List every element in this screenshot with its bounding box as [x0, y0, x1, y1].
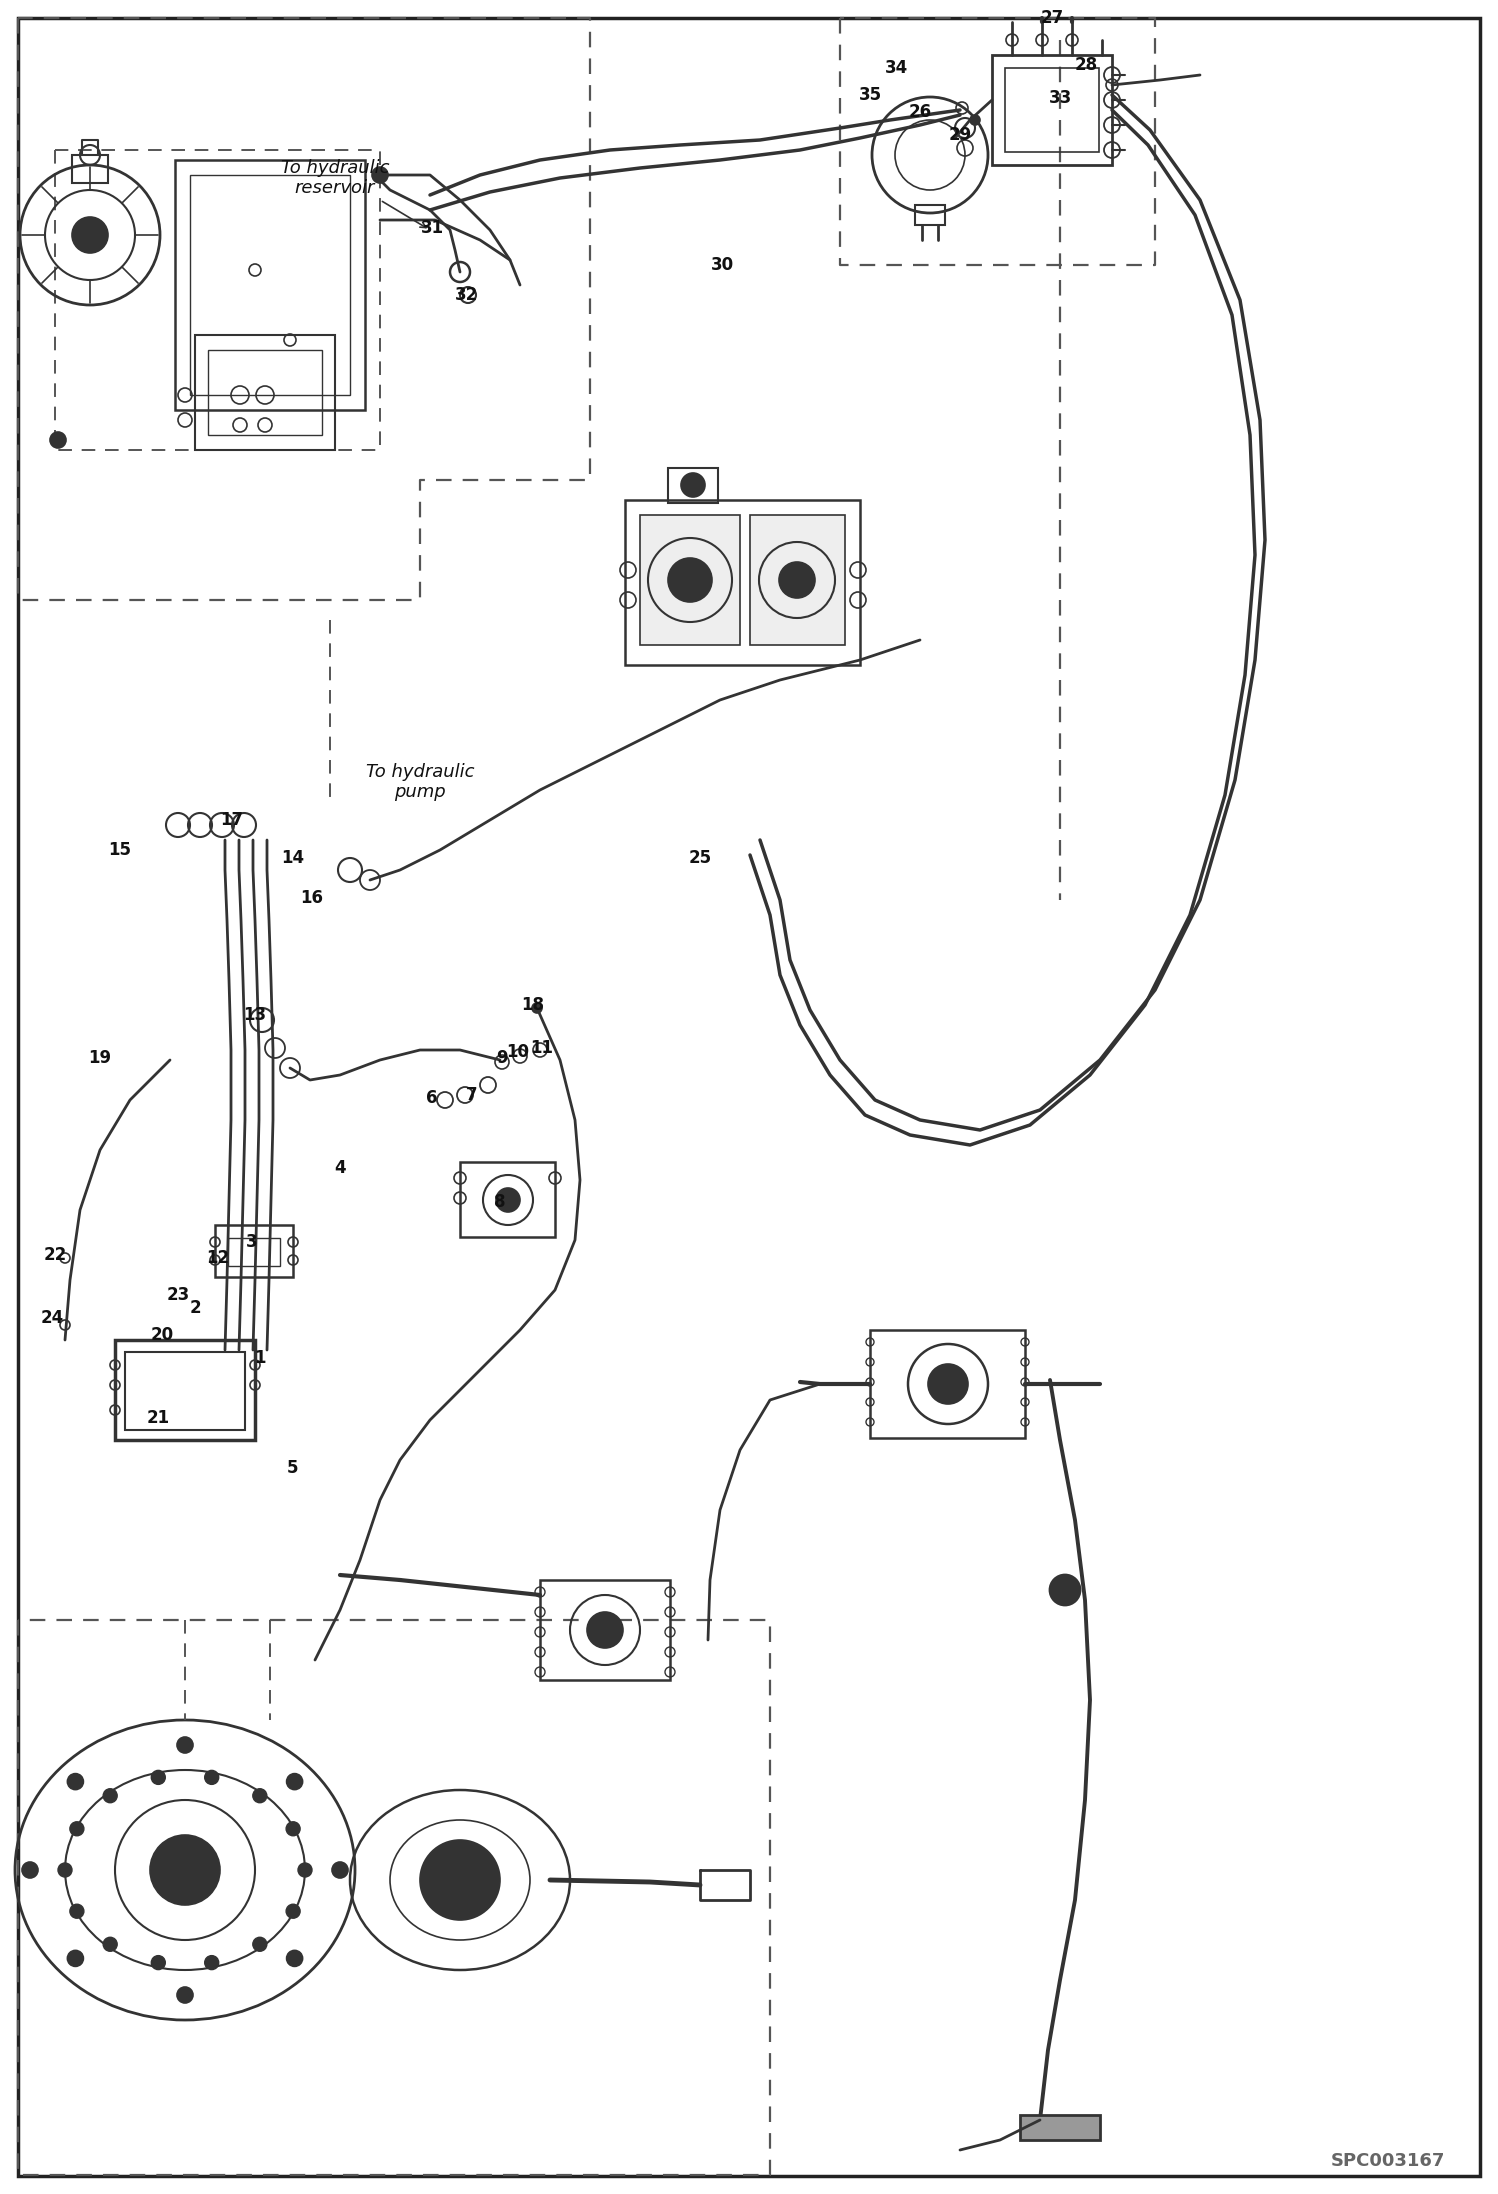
Bar [208, 351, 322, 434]
Circle shape [286, 1950, 303, 1966]
Bar [216, 1224, 294, 1277]
Bar [625, 500, 860, 665]
Circle shape [372, 167, 388, 182]
Text: 32: 32 [454, 285, 478, 305]
Circle shape [298, 1863, 312, 1878]
Circle shape [668, 557, 712, 601]
Text: 22: 22 [43, 1246, 66, 1264]
Bar [539, 1580, 670, 1681]
Circle shape [1050, 1575, 1080, 1606]
Text: 7: 7 [466, 1086, 478, 1104]
Text: 19: 19 [88, 1049, 111, 1066]
Circle shape [49, 432, 66, 448]
Text: To hydraulic
reservoir: To hydraulic reservoir [280, 158, 389, 197]
Bar [915, 204, 945, 226]
Text: 11: 11 [530, 1040, 553, 1058]
Circle shape [419, 1841, 500, 1920]
Bar [1020, 2115, 1100, 2139]
Circle shape [177, 1738, 193, 1753]
Circle shape [70, 1821, 84, 1836]
Circle shape [286, 1773, 303, 1790]
Circle shape [150, 1834, 220, 1904]
Bar [72, 156, 108, 182]
Text: 12: 12 [207, 1248, 229, 1266]
Text: 14: 14 [282, 849, 304, 867]
Text: 10: 10 [506, 1042, 529, 1062]
Circle shape [532, 1003, 542, 1014]
Circle shape [22, 1863, 37, 1878]
Text: 13: 13 [244, 1007, 267, 1025]
Circle shape [72, 217, 108, 252]
Text: 25: 25 [689, 849, 712, 867]
Text: 6: 6 [427, 1088, 437, 1108]
Text: 30: 30 [710, 257, 734, 274]
Text: 24: 24 [40, 1310, 63, 1327]
Text: 34: 34 [884, 59, 908, 77]
Bar [190, 176, 351, 395]
Text: To hydraulic
pump: To hydraulic pump [366, 764, 475, 801]
Circle shape [151, 1771, 165, 1784]
Bar [640, 516, 740, 645]
Text: 3: 3 [246, 1233, 258, 1251]
Bar [228, 1237, 280, 1266]
Text: 8: 8 [494, 1194, 506, 1211]
Bar [668, 467, 718, 502]
Circle shape [333, 1863, 348, 1878]
Text: 26: 26 [908, 103, 932, 121]
Circle shape [779, 562, 815, 599]
Circle shape [67, 1773, 84, 1790]
Circle shape [103, 1788, 117, 1803]
Bar [460, 1163, 554, 1237]
Circle shape [151, 1955, 165, 1970]
Bar [195, 336, 336, 450]
Circle shape [587, 1613, 623, 1648]
Text: 1: 1 [255, 1349, 265, 1367]
Text: 17: 17 [220, 812, 244, 829]
Text: 15: 15 [108, 840, 132, 860]
Circle shape [496, 1187, 520, 1211]
Text: 18: 18 [521, 996, 544, 1014]
Bar [175, 160, 366, 410]
Circle shape [971, 114, 980, 125]
Text: 27: 27 [1041, 9, 1064, 26]
Circle shape [253, 1937, 267, 1950]
Circle shape [205, 1955, 219, 1970]
Bar [750, 516, 845, 645]
Circle shape [927, 1365, 968, 1404]
Text: 5: 5 [288, 1459, 298, 1477]
Text: 28: 28 [1074, 57, 1098, 75]
Circle shape [177, 1988, 193, 2003]
Text: 31: 31 [421, 219, 443, 237]
Text: 4: 4 [334, 1158, 346, 1176]
Text: 2: 2 [189, 1299, 201, 1316]
Text: SPC003167: SPC003167 [1330, 2152, 1446, 2170]
Bar [115, 1341, 255, 1439]
Bar [1005, 68, 1100, 151]
Circle shape [205, 1771, 219, 1784]
Circle shape [286, 1904, 300, 1918]
Circle shape [253, 1788, 267, 1803]
Circle shape [67, 1950, 84, 1966]
Text: 20: 20 [150, 1325, 174, 1345]
Text: 33: 33 [1049, 90, 1071, 108]
Circle shape [70, 1904, 84, 1918]
Bar [870, 1330, 1025, 1437]
Circle shape [682, 474, 706, 498]
Text: 16: 16 [301, 889, 324, 906]
Text: 21: 21 [147, 1409, 169, 1426]
Text: 9: 9 [496, 1049, 508, 1066]
Circle shape [58, 1863, 72, 1878]
Bar [992, 55, 1112, 165]
Text: 35: 35 [858, 86, 881, 103]
Circle shape [286, 1821, 300, 1836]
Text: 23: 23 [166, 1286, 190, 1303]
Text: 29: 29 [948, 125, 972, 145]
Bar [124, 1352, 246, 1430]
Circle shape [103, 1937, 117, 1950]
